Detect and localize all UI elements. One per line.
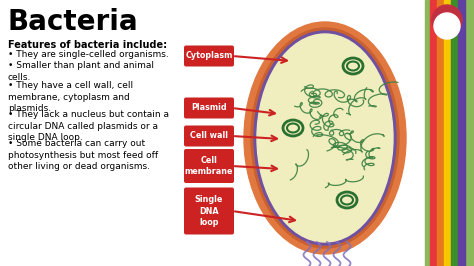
Bar <box>425 0 474 266</box>
Text: Features of bacteria include:: Features of bacteria include: <box>8 40 167 50</box>
Text: • Smaller than plant and animal
cells.: • Smaller than plant and animal cells. <box>8 61 154 82</box>
Text: • They are single-celled organisms.: • They are single-celled organisms. <box>8 50 169 59</box>
Text: Cell
membrane: Cell membrane <box>185 156 233 176</box>
Text: Plasmid: Plasmid <box>191 103 227 113</box>
Text: Single
DNA
loop: Single DNA loop <box>195 196 223 227</box>
FancyBboxPatch shape <box>184 188 234 235</box>
Text: • Some bacteria can carry out
photosynthesis but most feed off
other living or d: • Some bacteria can carry out photosynth… <box>8 139 158 171</box>
Circle shape <box>434 13 460 39</box>
Text: Cytoplasm: Cytoplasm <box>185 52 233 60</box>
Circle shape <box>432 5 462 35</box>
Ellipse shape <box>283 120 303 136</box>
Bar <box>430 0 437 266</box>
Ellipse shape <box>257 34 393 242</box>
Ellipse shape <box>244 22 406 254</box>
Text: Bacteria: Bacteria <box>8 8 138 36</box>
Ellipse shape <box>343 58 363 74</box>
FancyBboxPatch shape <box>184 149 234 183</box>
Bar <box>444 0 451 266</box>
Bar <box>437 0 444 266</box>
Text: Cell wall: Cell wall <box>190 131 228 140</box>
Bar <box>451 0 458 266</box>
Text: • They have a cell wall, cell
membrane, cytoplasm and
plasmids.: • They have a cell wall, cell membrane, … <box>8 81 133 113</box>
FancyBboxPatch shape <box>184 45 234 66</box>
Bar <box>458 0 465 266</box>
Text: • They lack a nucleus but contain a
circular DNA called plasmids or a
single DNA: • They lack a nucleus but contain a circ… <box>8 110 169 142</box>
Ellipse shape <box>254 31 396 245</box>
Ellipse shape <box>337 192 357 208</box>
FancyBboxPatch shape <box>184 126 234 147</box>
Ellipse shape <box>251 28 399 248</box>
FancyBboxPatch shape <box>184 98 234 118</box>
